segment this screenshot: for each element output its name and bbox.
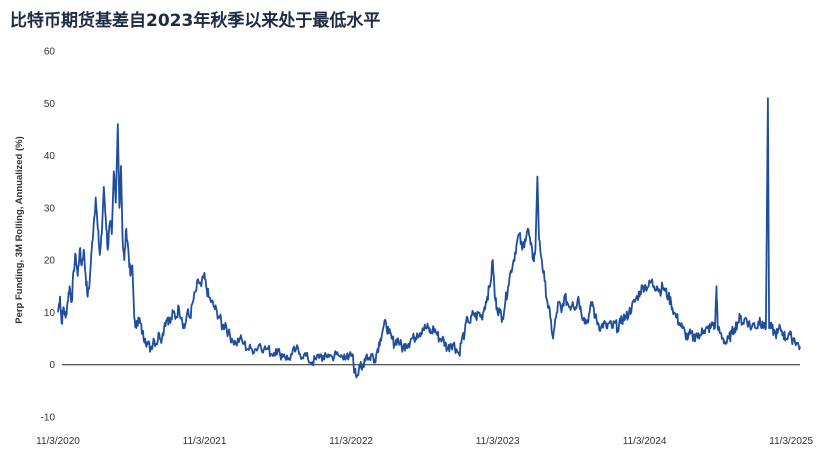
x-tick-label: 11/3/2023 <box>476 436 520 447</box>
y-tick-label: 40 <box>44 151 56 162</box>
x-axis: 11/3/2020 11/3/2021 11/3/2022 11/3/2023 11/3… <box>36 436 813 447</box>
y-tick-label: 20 <box>44 256 56 267</box>
x-tick-label: 11/3/2022 <box>329 436 373 447</box>
x-tick-label: 11/3/2024 <box>623 436 667 447</box>
y-tick-label: 10 <box>44 308 56 319</box>
y-tick-label: 60 <box>44 47 56 58</box>
y-tick-label: 0 <box>49 360 55 371</box>
series-line <box>57 97 801 379</box>
chart-title: 比特币期货基差自2023年秋季以来处于最低水平 <box>10 11 381 31</box>
y-axis: -10 0 10 20 30 40 50 60 <box>41 47 56 424</box>
x-tick-label: 11/3/2025 <box>769 436 813 447</box>
x-tick-label: 11/3/2020 <box>36 436 80 447</box>
y-tick-label: 50 <box>44 99 56 110</box>
y-tick-label: -10 <box>41 413 56 424</box>
x-tick-label: 11/3/2021 <box>183 436 227 447</box>
y-axis-title: Perp Funding, 3M Rolling, Annualized (%) <box>14 136 25 324</box>
y-tick-label: 30 <box>44 203 56 214</box>
